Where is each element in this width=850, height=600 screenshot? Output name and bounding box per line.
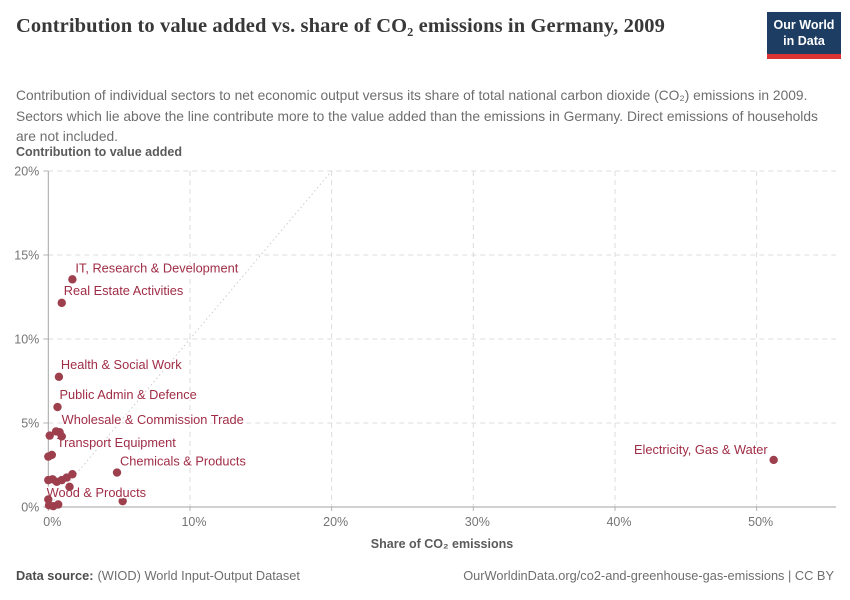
y-axis-title: Contribution to value added <box>16 145 182 159</box>
data-point[interactable] <box>45 431 54 440</box>
data-source: Data source: (WIOD) World Input-Output Da… <box>16 568 300 583</box>
chart-subtitle: Contribution of individual sectors to ne… <box>16 88 818 145</box>
point-label[interactable]: Chemicals & Products <box>119 452 248 470</box>
data-point[interactable] <box>57 432 66 441</box>
owid-logo[interactable]: Our World in Data <box>767 12 841 60</box>
point-label[interactable]: Health & Social Work <box>59 355 183 373</box>
point-layer: IT, Research & Development Real Estate Ac… <box>44 259 778 511</box>
x-tick-label: 10% <box>181 515 206 529</box>
point-label[interactable]: Wholesale & Commission Trade <box>60 411 245 429</box>
y-tick-label: 5% <box>21 417 39 431</box>
point-label[interactable]: Public Admin & Defence <box>58 386 198 404</box>
data-point-real-estate-activities[interactable] <box>57 298 66 308</box>
owid-logo-line2: in Data <box>783 33 825 48</box>
point-label[interactable]: Electricity, Gas & Water <box>632 440 769 458</box>
point-label[interactable]: Transport Equipment <box>55 433 177 451</box>
chart-title: Contribution to value added vs. share of… <box>16 15 665 37</box>
y-tick-label: 15% <box>14 249 39 263</box>
data-point[interactable] <box>54 500 63 509</box>
data-point[interactable] <box>44 452 53 461</box>
owid-logo-line1: Our World <box>773 18 835 32</box>
point-label[interactable]: IT, Research & Development <box>74 259 240 277</box>
point-label[interactable]: Wood & Products <box>45 484 147 502</box>
attribution-link[interactable]: OurWorldinData.org/co2-and-greenhouse-ga… <box>463 568 834 583</box>
axis-layer: 0% 5% 10% 15% 20% 0% 10% 20% 30% 40% 50% <box>14 165 836 529</box>
x-axis-title: Share of CO₂ emissions <box>371 537 513 551</box>
y-tick-label: 20% <box>14 165 39 179</box>
x-tick-label: 20% <box>323 515 348 529</box>
data-point[interactable] <box>51 427 61 436</box>
x-tick-label: 40% <box>606 515 631 529</box>
data-source-value: (WIOD) World Input-Output Dataset <box>97 568 300 583</box>
parity-line <box>47 170 333 508</box>
data-source-label: Data source: <box>16 568 94 583</box>
data-point-electricity-gas-water[interactable] <box>769 455 778 465</box>
data-point[interactable] <box>65 482 74 492</box>
x-tick-label: 0% <box>43 515 61 529</box>
scatter-plot: Contribution to value added 0% 5% 10% 15% 20… <box>14 145 836 551</box>
y-tick-label: 10% <box>14 333 39 347</box>
point-label[interactable]: Real Estate Activities <box>62 281 185 299</box>
grid-layer <box>47 170 836 508</box>
chart-footer: Data source: (WIOD) World Input-Output Da… <box>0 568 850 583</box>
data-point-chemicals-products[interactable] <box>112 468 122 477</box>
data-point-health-social-work[interactable] <box>54 372 64 381</box>
x-tick-label: 50% <box>748 515 773 529</box>
data-point[interactable] <box>68 470 77 479</box>
data-point-wood-products[interactable] <box>118 496 127 506</box>
y-tick-label: 0% <box>21 501 39 515</box>
data-point-public-admin-defence[interactable] <box>53 402 62 412</box>
x-tick-label: 30% <box>465 515 490 529</box>
data-point-it-research-development[interactable] <box>68 275 77 284</box>
